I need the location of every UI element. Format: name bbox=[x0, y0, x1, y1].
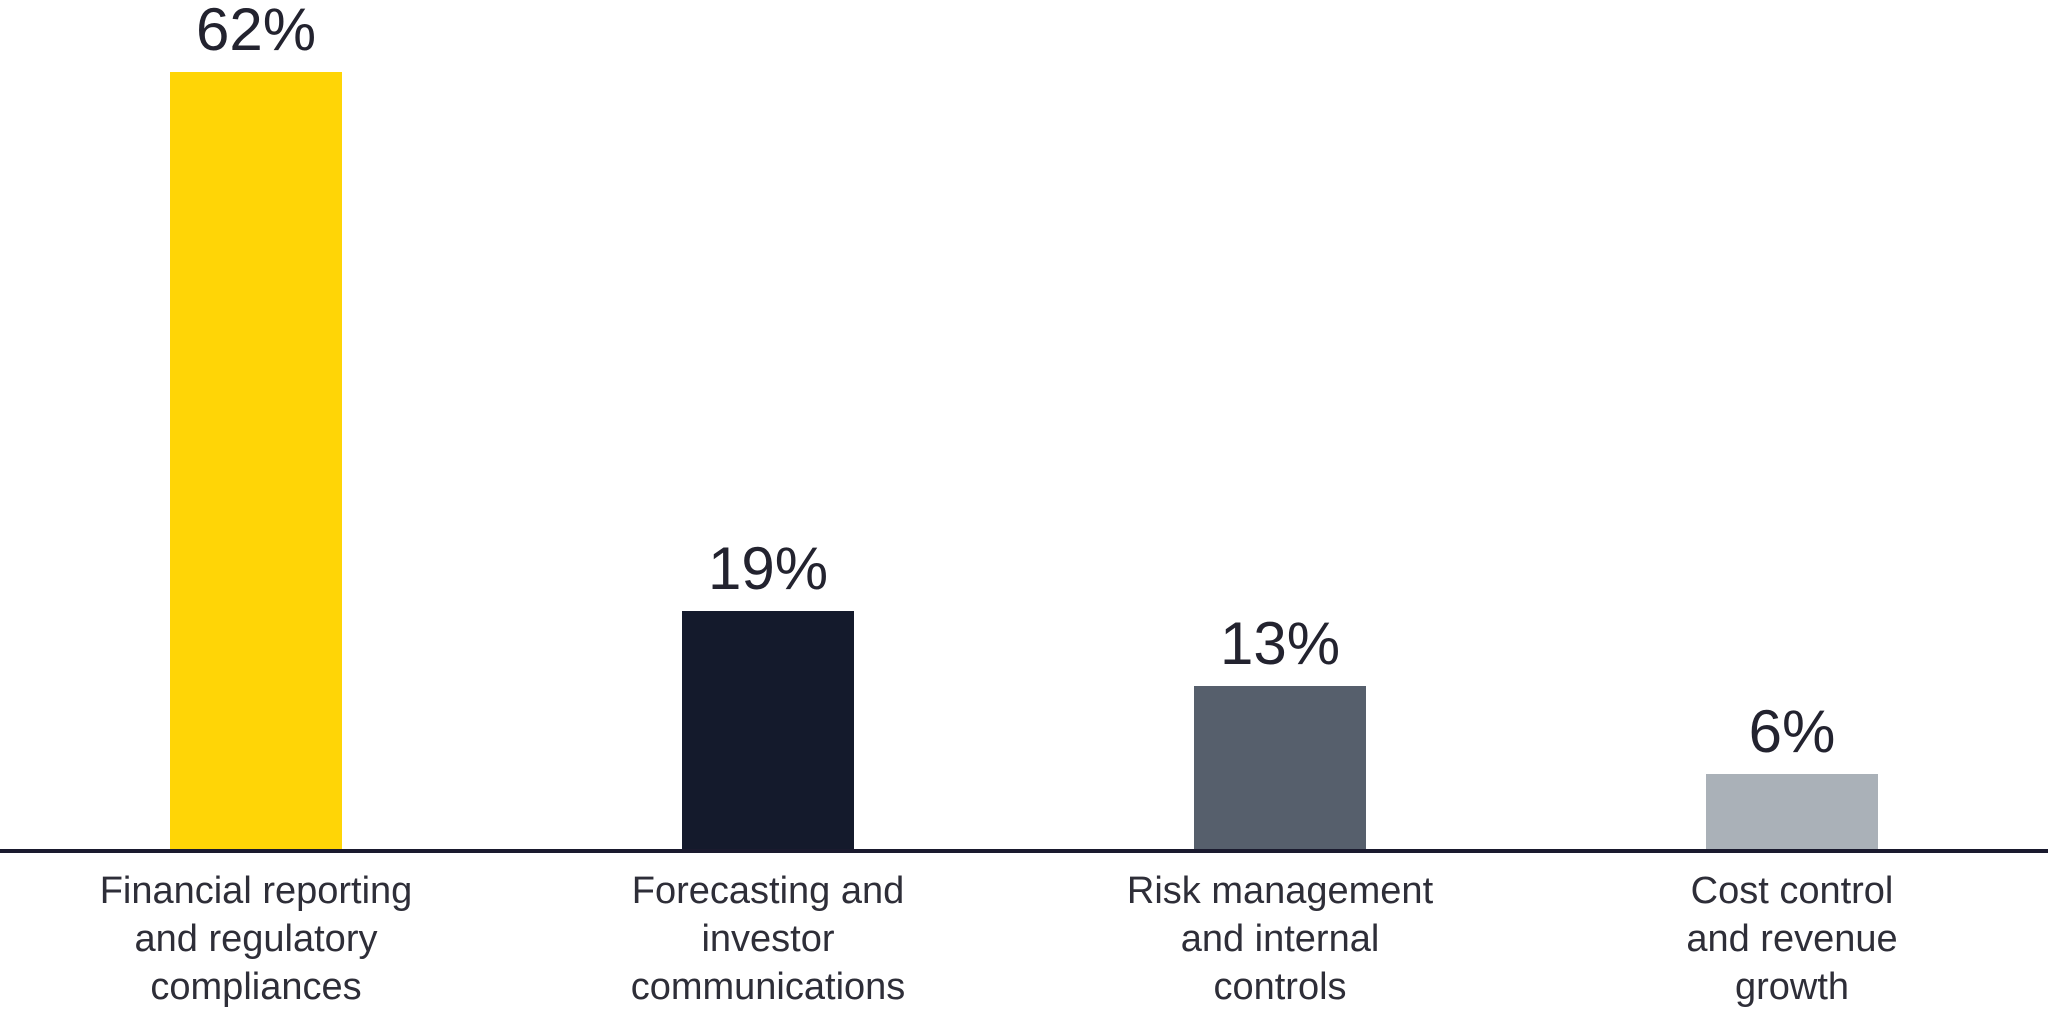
bar-column-risk-management: 13% bbox=[1024, 0, 1536, 849]
category-label-line: Forecasting and bbox=[631, 870, 905, 912]
bar-value-label: 6% bbox=[1748, 698, 1836, 765]
category-label-line: controls bbox=[1213, 966, 1347, 1008]
bar-value-label: 13% bbox=[1219, 610, 1341, 677]
bar bbox=[1194, 686, 1366, 849]
category-labels-row: Financial reporting and regulatory compl… bbox=[0, 853, 2048, 1011]
category-label-line: Cost control bbox=[1690, 870, 1894, 912]
category-label-risk-management: Risk management and internal controls bbox=[1024, 867, 1536, 1011]
bar-column-forecasting: 19% bbox=[512, 0, 1024, 849]
category-label-line: Risk management bbox=[1126, 870, 1434, 912]
category-label-line: and regulatory bbox=[134, 918, 378, 960]
category-label-line: investor bbox=[701, 918, 835, 960]
category-label-financial-reporting: Financial reporting and regulatory compl… bbox=[0, 867, 512, 1011]
bar-column-financial-reporting: 62% bbox=[0, 0, 512, 849]
bar bbox=[682, 611, 854, 849]
plot-area: 62% 19% 13% 6% bbox=[0, 0, 2048, 853]
category-label-line: and internal bbox=[1180, 918, 1380, 960]
bar bbox=[170, 72, 342, 849]
category-label-cost-control: Cost control and revenue growth bbox=[1536, 867, 2048, 1011]
category-label-line: compliances bbox=[150, 966, 362, 1008]
category-label-line: communications bbox=[630, 966, 906, 1008]
bar-value-label: 19% bbox=[707, 535, 829, 602]
category-label-line: Financial reporting bbox=[99, 870, 413, 912]
bar-column-cost-control: 6% bbox=[1536, 0, 2048, 849]
category-label-line: growth bbox=[1734, 966, 1850, 1008]
category-label-forecasting: Forecasting and investor communications bbox=[512, 867, 1024, 1011]
category-label-line: and revenue bbox=[1686, 918, 1898, 960]
bar bbox=[1706, 774, 1878, 849]
bar-value-label: 62% bbox=[195, 0, 317, 63]
